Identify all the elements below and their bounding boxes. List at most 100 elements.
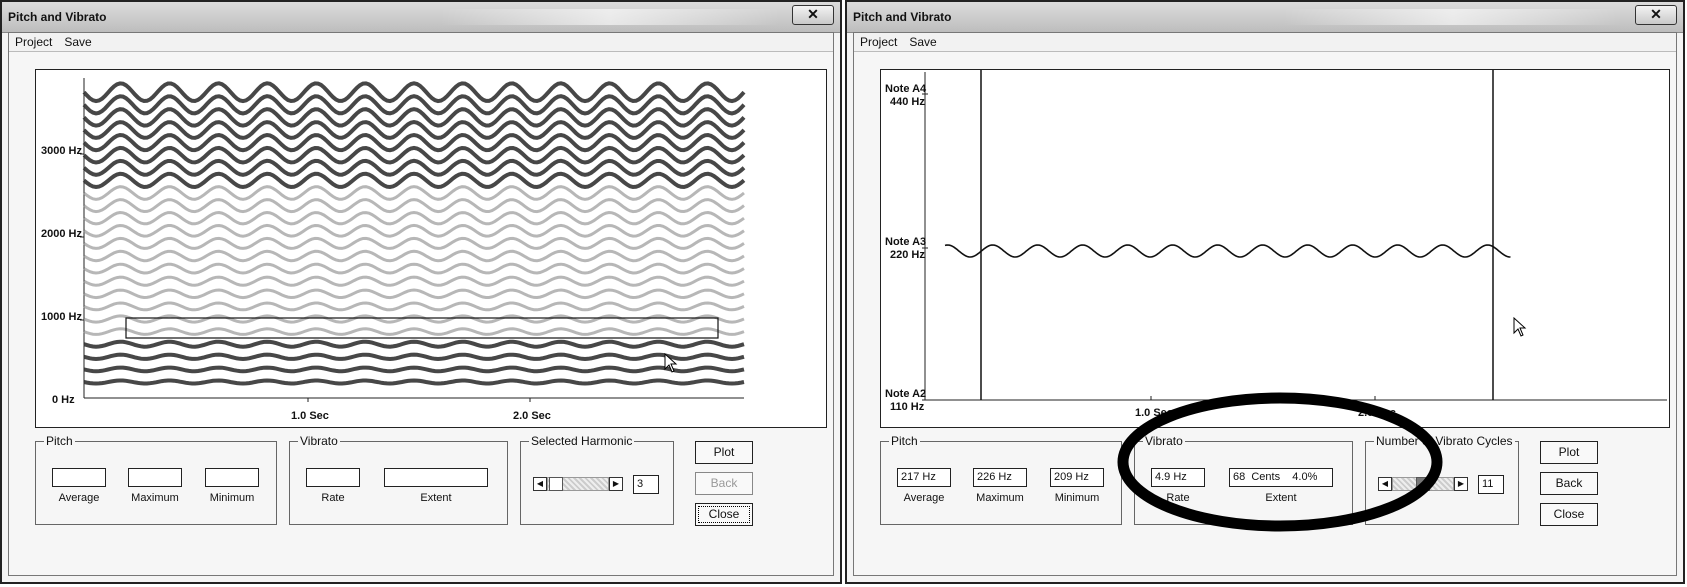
selected-harmonic-title: Selected Harmonic [529, 434, 635, 448]
harmonic-band [82, 94, 746, 116]
harmonic-band [82, 145, 746, 165]
harmonic-band [83, 185, 745, 201]
left-pitch-maximum-field[interactable] [128, 468, 182, 487]
y-label-a2-hz: 110 Hz [890, 401, 925, 413]
right-mouse-cursor-icon [1513, 317, 1527, 337]
y-label-1000: 1000 Hz [41, 311, 82, 323]
left-vibrato-title: Vibrato [298, 434, 340, 448]
left-close-button[interactable]: Close [695, 503, 753, 526]
vibrato-cycles-value[interactable]: 11 [1478, 475, 1504, 494]
x-label-1sec: 1.0 Sec [291, 410, 329, 422]
left-pitch-title: Pitch [44, 434, 75, 448]
left-maximum-label: Maximum [131, 492, 179, 504]
harmonic-band [83, 352, 745, 362]
highlight-ellipse [1117, 392, 1443, 532]
right-title-ghost [1283, 9, 1623, 25]
harmonic-spectrogram[interactable] [36, 70, 826, 427]
right-window: Pitch and Vibrato ✕ Project Save Note A4 … [845, 0, 1685, 584]
right-client-area: Project Save Note A4 440 Hz Note A3 220 H… [853, 32, 1677, 576]
y-label-0: 0 Hz [52, 394, 75, 406]
right-pitch-maximum-field[interactable]: 226 Hz [973, 468, 1027, 487]
left-window: Pitch and Vibrato ✕ Project Save 3000 Hz … [0, 0, 842, 584]
selected-harmonic-value[interactable]: 3 [633, 475, 659, 494]
left-menu-project[interactable]: Project [15, 35, 53, 49]
vibrato-cycles-title: Number of Vibrato Cycles [1374, 434, 1515, 448]
harmonic-scroll-left-icon[interactable]: ◀ [533, 477, 547, 491]
right-pitch-minimum-field[interactable]: 209 Hz [1050, 468, 1104, 487]
left-window-close-button[interactable]: ✕ [792, 5, 834, 25]
right-minimum-label: Minimum [1054, 492, 1100, 504]
left-vibrato-rate-field[interactable] [306, 468, 360, 487]
y-label-3000: 3000 Hz [41, 145, 82, 157]
right-rate-label: Rate [1166, 492, 1190, 504]
right-vibrato-extent-field[interactable]: 68 Cents 4.0% [1229, 468, 1333, 487]
right-extent-label: Extent [1265, 492, 1297, 504]
right-pitch-average-field[interactable]: 217 Hz [897, 468, 951, 487]
harmonic-band [82, 81, 746, 104]
harmonic-band [82, 132, 746, 153]
mouse-cursor-icon [664, 353, 678, 373]
right-menu-save[interactable]: Save [909, 35, 937, 49]
harmonic-band [83, 339, 745, 349]
harmonic-band [83, 210, 745, 226]
harmonic-scroll-right-icon[interactable]: ▶ [609, 477, 623, 491]
harmonic-scroll-thumb[interactable] [549, 477, 563, 491]
harmonic-band [83, 314, 745, 324]
left-extent-label: Extent [420, 492, 452, 504]
pitch-trace-plot[interactable] [881, 70, 1669, 427]
right-menu-bar: Project Save [854, 33, 1676, 52]
x-label-2sec: 2.0 Sec [513, 410, 551, 422]
pitch-trace-line [944, 244, 1511, 258]
left-title-bar[interactable]: Pitch and Vibrato ✕ [2, 2, 840, 33]
left-rate-label: Rate [321, 492, 345, 504]
right-window-title: Pitch and Vibrato [853, 10, 952, 24]
right-menu-project[interactable]: Project [860, 35, 898, 49]
harmonic-band [83, 198, 745, 214]
right-plot-frame: Note A4 440 Hz Note A3 220 Hz Note A2 11… [880, 69, 1670, 428]
right-average-label: Average [903, 492, 945, 504]
right-window-close-button[interactable]: ✕ [1635, 5, 1677, 25]
left-vibrato-group: Vibrato Rate Extent [289, 434, 508, 525]
right-close-button[interactable]: Close [1540, 503, 1598, 526]
harmonic-band [83, 236, 745, 250]
left-plot-frame: 3000 Hz 2000 Hz 1000 Hz 0 Hz 1.0 Sec 2.0… [35, 69, 827, 428]
left-plot-button[interactable]: Plot [695, 441, 753, 464]
left-client-area: Project Save 3000 Hz 2000 Hz 1000 Hz 0 Hz… [8, 32, 834, 576]
y-label-a2-note: Note A2 [885, 388, 927, 400]
right-vibrato-title: Vibrato [1143, 434, 1185, 448]
left-minimum-label: Minimum [209, 492, 255, 504]
harmonic-band [82, 107, 746, 128]
left-pitch-group: Pitch Average Maximum Minimum [35, 434, 277, 525]
left-menu-bar: Project Save [9, 33, 833, 52]
harmonic-band [83, 378, 745, 386]
right-vibrato-group: Vibrato 4.9 Hz 68 Cents 4.0% Rate Extent [1134, 434, 1353, 525]
left-average-label: Average [58, 492, 100, 504]
left-vibrato-extent-field[interactable] [384, 468, 488, 487]
right-title-bar[interactable]: Pitch and Vibrato ✕ [847, 2, 1683, 33]
left-title-ghost [440, 9, 780, 25]
right-pitch-group: Pitch 217 Hz 226 Hz 209 Hz Average Maxim… [880, 434, 1122, 525]
y-label-a4-hz: 440 Hz [890, 96, 925, 108]
left-pitch-minimum-field[interactable] [205, 468, 259, 487]
cycles-scroll-right-icon[interactable]: ▶ [1454, 477, 1468, 491]
y-label-a3-hz: 220 Hz [890, 249, 925, 261]
harmonic-band [83, 275, 745, 287]
left-menu-save[interactable]: Save [64, 35, 92, 49]
left-back-button[interactable]: Back [695, 472, 753, 495]
harmonic-selection-box [125, 317, 719, 339]
selected-harmonic-group: Selected Harmonic ◀ ▶ 3 [520, 434, 674, 525]
right-pitch-title: Pitch [889, 434, 920, 448]
harmonic-band [83, 249, 745, 263]
cycles-scroll-left-icon[interactable]: ◀ [1378, 477, 1392, 491]
right-back-button[interactable]: Back [1540, 472, 1598, 495]
harmonic-band [83, 365, 745, 374]
right-vibrato-rate-field[interactable]: 4.9 Hz [1151, 468, 1205, 487]
harmonic-band [83, 301, 745, 312]
left-pitch-average-field[interactable] [52, 468, 106, 487]
harmonic-band [83, 327, 745, 336]
right-plot-button[interactable]: Plot [1540, 441, 1598, 464]
harmonic-band [82, 171, 746, 190]
y-label-2000: 2000 Hz [41, 228, 82, 240]
y-label-a4-note: Note A4 [885, 83, 927, 95]
harmonic-band [82, 158, 746, 177]
